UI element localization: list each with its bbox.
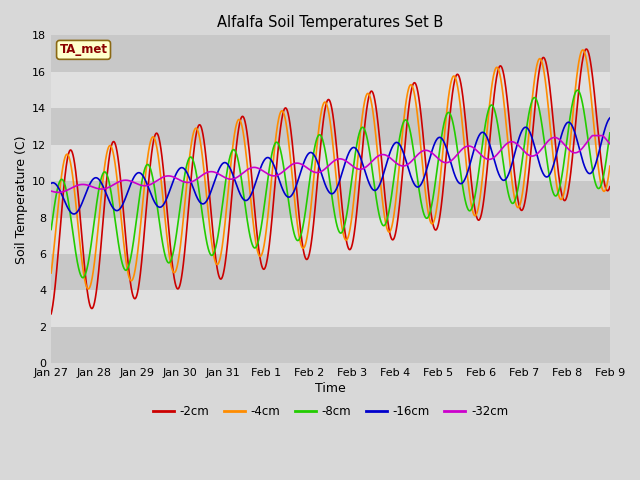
-2cm <box>179 268 186 274</box>
X-axis label: Time: Time <box>315 383 346 396</box>
Line: -16cm: -16cm <box>51 118 610 214</box>
-2cm <box>606 184 614 190</box>
-16cm <box>47 180 55 186</box>
-8cm <box>317 132 324 138</box>
-4cm <box>606 163 614 169</box>
-8cm <box>79 275 86 281</box>
-16cm <box>509 158 516 164</box>
-4cm <box>317 112 324 118</box>
Bar <box>51 254 610 290</box>
-4cm <box>579 47 587 53</box>
Line: -32cm: -32cm <box>51 135 610 192</box>
-16cm <box>308 150 316 156</box>
-32cm <box>606 141 614 147</box>
-8cm <box>308 161 316 167</box>
-2cm <box>317 144 324 150</box>
-32cm <box>47 188 55 194</box>
-16cm <box>606 115 614 121</box>
-2cm <box>339 208 346 214</box>
-8cm <box>573 87 581 93</box>
-8cm <box>47 227 55 232</box>
-32cm <box>448 157 456 163</box>
-2cm <box>582 46 590 52</box>
Text: TA_met: TA_met <box>60 43 108 56</box>
-4cm <box>339 228 346 234</box>
-16cm <box>179 165 186 170</box>
-2cm <box>308 237 316 242</box>
-8cm <box>606 130 614 136</box>
-8cm <box>179 186 186 192</box>
-8cm <box>448 117 456 122</box>
Title: Alfalfa Soil Temperatures Set B: Alfalfa Soil Temperatures Set B <box>218 15 444 30</box>
Line: -8cm: -8cm <box>51 90 610 278</box>
-2cm <box>448 95 456 100</box>
-4cm <box>448 75 456 81</box>
-32cm <box>308 168 316 174</box>
Y-axis label: Soil Temperature (C): Soil Temperature (C) <box>15 135 28 264</box>
-16cm <box>317 168 324 174</box>
-4cm <box>84 286 92 292</box>
Bar <box>51 144 610 181</box>
Line: -4cm: -4cm <box>51 50 610 289</box>
Bar <box>51 181 610 217</box>
-32cm <box>54 190 62 195</box>
Bar <box>51 290 610 327</box>
-4cm <box>47 270 55 276</box>
-2cm <box>509 151 516 156</box>
Legend: -2cm, -4cm, -8cm, -16cm, -32cm: -2cm, -4cm, -8cm, -16cm, -32cm <box>148 401 513 423</box>
Bar <box>51 36 610 72</box>
-4cm <box>509 183 516 189</box>
-32cm <box>317 169 324 175</box>
-32cm <box>339 156 346 162</box>
Bar <box>51 72 610 108</box>
-16cm <box>70 211 77 217</box>
-16cm <box>339 168 346 174</box>
Bar <box>51 217 610 254</box>
-8cm <box>509 201 516 206</box>
-8cm <box>339 228 346 234</box>
-32cm <box>509 139 516 144</box>
Line: -2cm: -2cm <box>51 49 610 314</box>
-16cm <box>448 164 456 170</box>
-4cm <box>308 195 316 201</box>
-32cm <box>179 179 186 184</box>
-32cm <box>589 132 596 138</box>
Bar <box>51 108 610 144</box>
-2cm <box>47 311 55 317</box>
Bar <box>51 327 610 363</box>
-4cm <box>179 223 186 229</box>
